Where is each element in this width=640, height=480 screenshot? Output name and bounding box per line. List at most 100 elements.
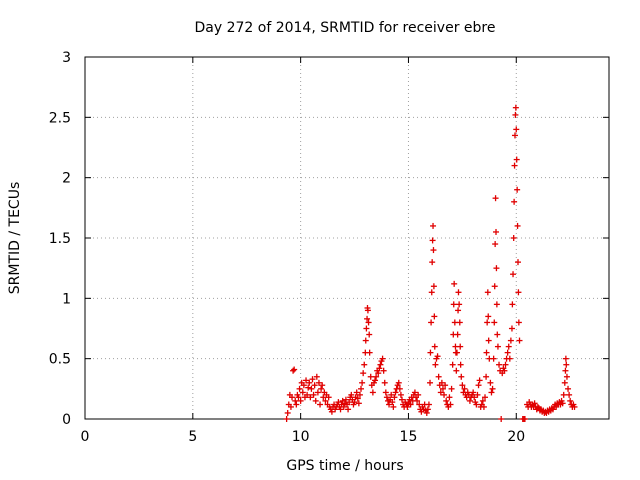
- data-point: [317, 401, 324, 408]
- data-point: [306, 379, 313, 386]
- data-point: [348, 391, 355, 398]
- data-point: [496, 361, 503, 368]
- data-point: [489, 385, 496, 392]
- data-point: [508, 325, 515, 332]
- data-point: [360, 370, 367, 377]
- data-point: [363, 325, 370, 332]
- data-point: [430, 222, 437, 229]
- data-point: [504, 349, 511, 356]
- data-point: [450, 301, 457, 308]
- data-point: [303, 377, 310, 384]
- data-point: [295, 394, 302, 401]
- data-point: [509, 301, 516, 308]
- data-point: [380, 367, 387, 374]
- data-point: [470, 389, 477, 396]
- data-point: [567, 397, 574, 404]
- data-point: [493, 265, 500, 272]
- data-point: [351, 399, 358, 406]
- data-point: [404, 403, 411, 410]
- data-point: [566, 391, 573, 398]
- data-point: [382, 389, 389, 396]
- data-point: [328, 408, 335, 415]
- data-point: [369, 389, 376, 396]
- data-point: [442, 382, 449, 389]
- data-point: [429, 237, 436, 244]
- data-point: [292, 397, 299, 404]
- data-point: [415, 391, 422, 398]
- data-point: [434, 353, 441, 360]
- data-point: [318, 385, 325, 392]
- data-point: [565, 385, 572, 392]
- data-point: [365, 319, 372, 326]
- data-point: [414, 397, 421, 404]
- data-point: [455, 307, 462, 314]
- data-point: [353, 389, 360, 396]
- data-point: [488, 389, 495, 396]
- data-point: [480, 403, 487, 410]
- data-point: [284, 409, 291, 416]
- data-point: [485, 337, 492, 344]
- data-point: [428, 319, 435, 326]
- data-point: [430, 283, 437, 290]
- data-point: [479, 397, 486, 404]
- data-point: [459, 382, 466, 389]
- data-point: [342, 396, 349, 403]
- data-point: [424, 406, 431, 413]
- data-point: [531, 400, 538, 407]
- data-point: [492, 241, 499, 248]
- data-point: [432, 361, 439, 368]
- data-point: [483, 373, 490, 380]
- data-point: [505, 343, 512, 350]
- data-point: [510, 271, 517, 278]
- data-point: [300, 382, 307, 389]
- data-point: [521, 416, 528, 422]
- data-point: [461, 385, 468, 392]
- data-point: [335, 399, 342, 406]
- data-point: [314, 389, 321, 396]
- data-point: [431, 343, 438, 350]
- data-point: [287, 403, 294, 410]
- data-point: [515, 259, 522, 266]
- data-point: [511, 198, 518, 205]
- x-tick-label: 20: [507, 429, 525, 445]
- data-point: [515, 319, 522, 326]
- data-point: [346, 399, 353, 406]
- data-point: [366, 349, 373, 356]
- data-point: [297, 397, 304, 404]
- y-axis-label: SRMTID / TECUs: [7, 182, 23, 295]
- data-point: [310, 391, 317, 398]
- data-point: [443, 397, 450, 404]
- data-point: [449, 361, 456, 368]
- data-point: [514, 222, 521, 229]
- data-point: [308, 385, 315, 392]
- data-point: [358, 385, 365, 392]
- data-point: [411, 389, 418, 396]
- data-point: [386, 401, 393, 408]
- data-point: [388, 391, 395, 398]
- data-point: [391, 394, 398, 401]
- data-point: [482, 394, 489, 401]
- data-point: [492, 195, 499, 202]
- data-point: [390, 403, 397, 410]
- data-point: [513, 156, 520, 163]
- y-tick-label: 0: [62, 412, 71, 428]
- data-point: [447, 401, 454, 408]
- data-point: [476, 377, 483, 384]
- data-point: [315, 379, 322, 386]
- data-point: [491, 319, 498, 326]
- data-point: [397, 391, 404, 398]
- data-point: [312, 397, 319, 404]
- data-point: [563, 361, 570, 368]
- data-point: [354, 395, 361, 402]
- y-tick-label: 2: [62, 171, 71, 187]
- data-point: [487, 379, 494, 386]
- data-point: [457, 343, 464, 350]
- data-point: [362, 337, 369, 344]
- data-point: [309, 376, 316, 383]
- data-point: [437, 389, 444, 396]
- data-point: [453, 349, 460, 356]
- data-point: [512, 104, 519, 111]
- data-point: [491, 283, 498, 290]
- data-point: [571, 403, 578, 410]
